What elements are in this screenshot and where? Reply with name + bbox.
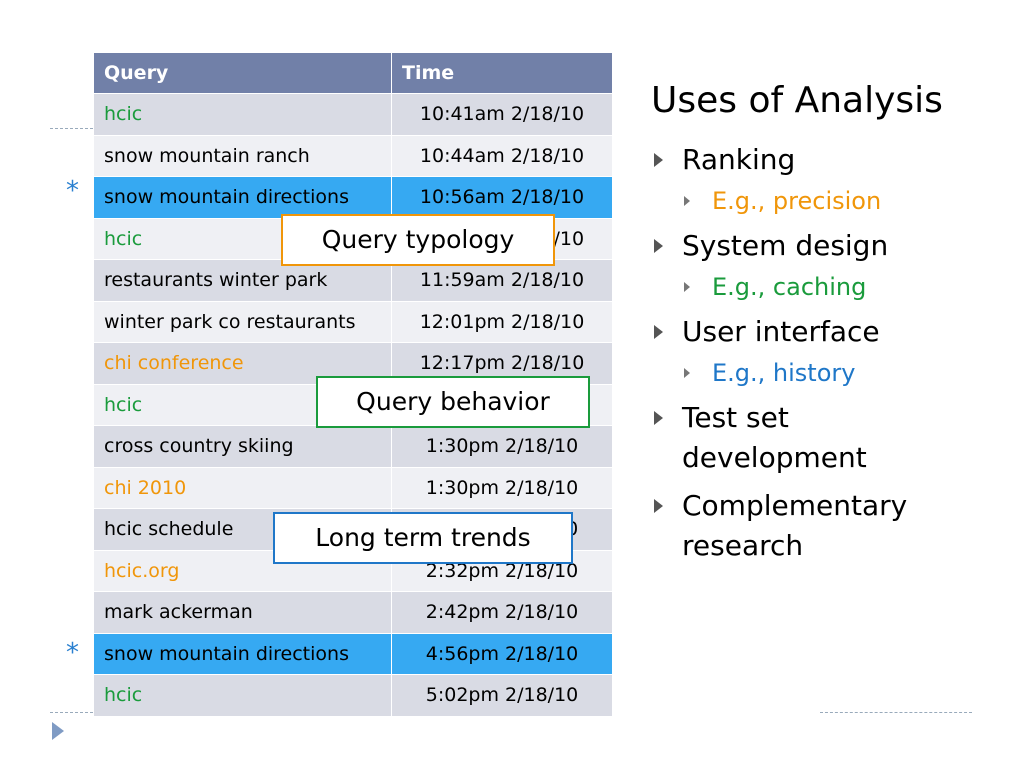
query-cell: snow mountain directions xyxy=(93,176,392,219)
dashed-rule xyxy=(820,712,972,713)
query-cell: cross country skiing xyxy=(93,425,392,468)
query-cell: mark ackerman xyxy=(93,591,392,634)
bullet: Complementary research xyxy=(652,486,982,566)
slide-title: Uses of Analysis xyxy=(651,80,943,121)
time-cell: 1:30pm 2/18/10 xyxy=(391,466,613,509)
header-row: Query Time xyxy=(93,52,613,94)
query-cell: snow mountain directions xyxy=(93,632,392,675)
time-cell: 10:44am 2/18/10 xyxy=(391,134,613,177)
dashed-rule xyxy=(50,712,93,713)
bullet: Ranking xyxy=(652,140,982,180)
query-cell: hcic xyxy=(93,674,392,717)
bullet: User interface xyxy=(652,312,982,352)
sub-bullet: E.g., caching xyxy=(652,270,982,304)
time-cell: 4:56pm 2/18/10 xyxy=(391,632,613,675)
bullet: System design xyxy=(652,226,982,266)
table-row: hcic 10:41am 2/18/10 xyxy=(93,93,613,136)
marker: * xyxy=(66,176,79,206)
query-cell: snow mountain ranch xyxy=(93,134,392,177)
dashed-rule xyxy=(50,128,93,129)
time-cell: 5:02pm 2/18/10 xyxy=(391,674,613,717)
table-row: mark ackerman 2:42pm 2/18/10 xyxy=(93,591,613,634)
table-row: hcic 5:02pm 2/18/10 xyxy=(93,674,613,717)
bullet: Test set development xyxy=(652,398,982,478)
time-cell: 10:56am 2/18/10 xyxy=(391,176,613,219)
table-row: winter park co restaurants 12:01pm 2/18/1… xyxy=(93,300,613,343)
time-cell: 2:42pm 2/18/10 xyxy=(391,591,613,634)
bullet-list: Ranking E.g., precision System design E.g.,… xyxy=(652,140,982,574)
query-cell: winter park co restaurants xyxy=(93,300,392,343)
time-cell: 11:59am 2/18/10 xyxy=(391,259,613,302)
query-cell: chi conference xyxy=(93,342,392,385)
table-row: chi 2010 1:30pm 2/18/10 xyxy=(93,466,613,509)
nav-triangle xyxy=(52,722,64,740)
header-cell: Time xyxy=(391,52,613,94)
marker: * xyxy=(66,638,79,668)
table-row: hcic.org 2:32pm 2/18/10 xyxy=(93,549,613,592)
callout: Query behavior xyxy=(316,376,590,428)
table-row: snow mountain ranch 10:44am 2/18/10 xyxy=(93,134,613,177)
time-cell: 12:01pm 2/18/10 xyxy=(391,300,613,343)
table-row: restaurants winter park 11:59am 2/18/10 xyxy=(93,259,613,302)
time-cell: 10:41am 2/18/10 xyxy=(391,93,613,136)
table-row: snow mountain directions 10:56am 2/18/10 xyxy=(93,176,613,219)
query-cell: chi 2010 xyxy=(93,466,392,509)
sub-bullet: E.g., history xyxy=(652,356,982,390)
callout: Query typology xyxy=(281,214,555,266)
callout: Long term trends xyxy=(273,512,573,564)
query-cell: restaurants winter park xyxy=(93,259,392,302)
table-row: snow mountain directions 4:56pm 2/18/10 xyxy=(93,632,613,675)
header-cell: Query xyxy=(93,52,392,94)
query-cell: hcic xyxy=(93,93,392,136)
table-row: cross country skiing 1:30pm 2/18/10 xyxy=(93,425,613,468)
sub-bullet: E.g., precision xyxy=(652,184,982,218)
time-cell: 1:30pm 2/18/10 xyxy=(391,425,613,468)
